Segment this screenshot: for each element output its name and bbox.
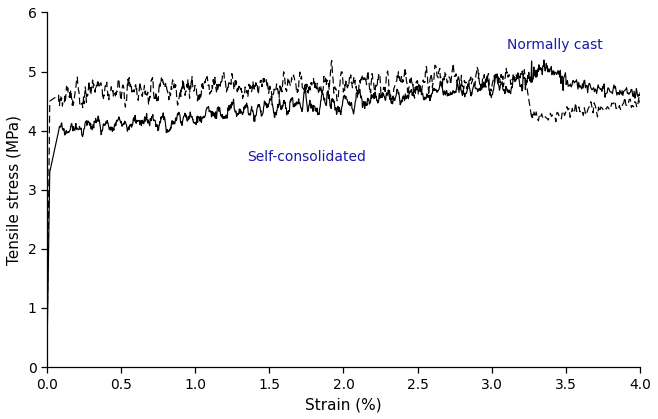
X-axis label: Strain (%): Strain (%) [305,397,382,412]
Y-axis label: Tensile stress (MPa): Tensile stress (MPa) [7,115,22,265]
Text: Normally cast: Normally cast [507,38,602,52]
Text: Self-consolidated: Self-consolidated [247,150,366,164]
